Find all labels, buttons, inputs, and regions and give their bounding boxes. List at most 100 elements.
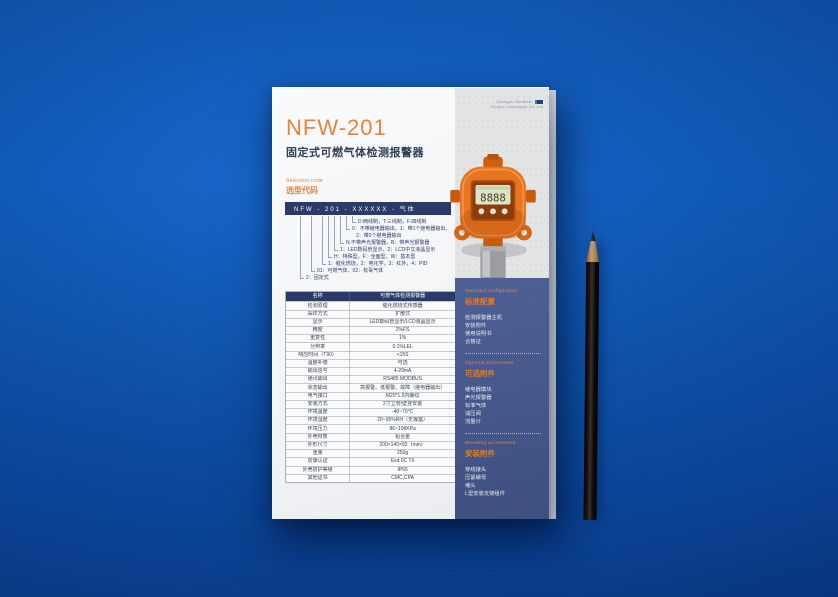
table-cell-label: 安装方式 xyxy=(286,400,351,409)
table-cell-value: Exd IIC T6 xyxy=(390,458,415,465)
sidebar-section-title-en: Standard configuration xyxy=(465,289,518,294)
table-cell-label: 通讯输出 xyxy=(286,376,351,384)
table-row: 其他证书 CMC,CPA xyxy=(286,473,455,482)
table-cell-value: 扩散式 xyxy=(395,310,411,317)
table-cell-label: 重量 xyxy=(286,450,351,458)
brand-logo-mark xyxy=(535,99,543,104)
table-cell-value: 86~106KPa xyxy=(389,425,416,432)
selection-option: N:不带声光报警器，B：带声光报警器 xyxy=(346,240,430,246)
table-cell-label: 外形尺寸 xyxy=(286,441,351,450)
pencil-wood-cone xyxy=(586,241,599,262)
selection-connector-line xyxy=(340,216,344,244)
table-cell-value: 高报警、低报警、故障（继电器输出） xyxy=(360,384,446,391)
table-row: 外壳材质 铝合金 xyxy=(286,432,455,441)
gas-detector-product-image: 8888 xyxy=(450,153,536,284)
pencil-lead-tip xyxy=(590,231,595,241)
sidebar-list-item: 合格证 xyxy=(465,339,481,345)
selection-option: 01：可燃气体，02：有毒气体 xyxy=(317,268,384,274)
brand-name-line1: Chengdu Southern xyxy=(496,99,533,104)
selection-connector-line xyxy=(322,216,326,265)
table-row: 外壳防护等级 IP65 xyxy=(286,465,455,474)
table-row: 显示 LED数码管显示/LCD液晶显示 xyxy=(286,317,455,327)
sidebar-list-item: 减压阀 xyxy=(465,411,481,417)
model-code-bar: NFW - 201 - XXXXXX - 气体 xyxy=(285,202,451,215)
selection-connector-line xyxy=(311,216,315,272)
datasheet-page: NFW-201 固定式可燃气体检测报警器 Selection code 选型代码… xyxy=(272,87,549,519)
sidebar-section-title-zh: 安装附件 xyxy=(465,449,495,458)
table-row: 安装方式 2寸立管/壁挂安装 xyxy=(286,399,455,409)
table-row: 重量 250g xyxy=(286,449,455,458)
table-row: 重复性 1% xyxy=(286,334,455,343)
table-row: 分辨率 0.1%LEL xyxy=(286,342,455,351)
table-cell-value: CMC,CPA xyxy=(391,474,414,481)
sidebar-list-item: 穿线接头 xyxy=(465,467,487,473)
table-cell-value: 0.1%LEL xyxy=(392,343,413,350)
table-cell-value: 4-20mA xyxy=(393,368,412,375)
table-row: 环境温度 -40~70℃ xyxy=(286,408,455,417)
selection-option: 0：不带继电器输出，1：带1个继电器输出， xyxy=(352,226,451,232)
page-title: NFW-201 xyxy=(286,115,387,140)
table-cell-value: <15S xyxy=(396,351,409,358)
selection-option: 1：催化燃烧，2：电化学，3：红外，4：PID xyxy=(328,261,428,267)
table-row: 环境湿度 20~95%RH（无凝露） xyxy=(286,416,455,425)
spec-table-header: 名称 可燃气体检测报警器 xyxy=(286,292,455,302)
spec-table: 名称 可燃气体检测报警器 检测原理 催化燃烧式传感器采样方式 扩散式显示 LED数码管… xyxy=(285,291,456,483)
brand-name-line2: Electric Instrument Co.,Ltd xyxy=(490,104,543,109)
table-cell-value: IP65 xyxy=(397,466,408,473)
table-row: 响应时间（T90） <15S xyxy=(286,350,455,359)
selection-connector-line xyxy=(346,216,350,230)
sidebar-dotted-divider xyxy=(465,433,541,434)
table-cell-value: 1% xyxy=(398,335,407,342)
sidebar-list-item: 使用说明书 xyxy=(465,331,492,337)
table-cell-label: 温度补偿 xyxy=(286,359,351,368)
sidebar-panel: Standard configuration 标准配置 检测报警器主机 安装附件 使用说… xyxy=(455,278,549,519)
table-cell-value: M20*1.5内螺纹 xyxy=(385,392,420,399)
table-cell-label: 显示 xyxy=(286,318,351,327)
sidebar-section-title-zh: 可选附件 xyxy=(465,369,495,378)
table-cell-label: 外壳防护等级 xyxy=(286,466,351,474)
table-cell-label: 输出信号 xyxy=(286,368,351,376)
table-cell-value: 2寸立管/壁挂安装 xyxy=(383,400,423,407)
selection-connector-line xyxy=(352,216,356,223)
table-row: 状态输出 高报警、低报警、故障（继电器输出） xyxy=(286,383,455,392)
spec-table-header-value: 可燃气体检测报警器 xyxy=(380,293,426,300)
sidebar-list-item: L型安装支架组件 xyxy=(465,491,506,497)
table-row: 防爆认证 Exd IIC T6 xyxy=(286,457,455,466)
sidebar-dotted-divider xyxy=(465,353,541,354)
selection-option: 2：固定式 xyxy=(306,275,329,281)
table-cell-label: 环境湿度 xyxy=(286,417,351,425)
table-cell-label: 检测原理 xyxy=(286,302,351,310)
selection-option: 1：LED数码管显示，2：LCD中文液晶显示 xyxy=(340,247,436,253)
table-cell-value: 催化燃烧式传感器 xyxy=(382,302,423,309)
table-row: 输出信号 4-20mA xyxy=(286,367,455,376)
table-cell-value: RS485 MODBUS xyxy=(383,376,422,383)
table-cell-value: 可选 xyxy=(397,359,408,366)
sidebar-list-item: 堵头 xyxy=(465,483,476,489)
right-column: Chengdu Southern Electric Instrument Co.… xyxy=(450,87,549,519)
table-cell-label: 防爆认证 xyxy=(286,458,351,466)
sidebar-section-title-en: Mounting accessories xyxy=(465,441,516,446)
selection-connector-line xyxy=(334,216,338,251)
table-cell-label: 采样方式 xyxy=(286,310,351,318)
spec-table-body: 检测原理 催化燃烧式传感器 采样方式 扩散式 显示 LED数码管显示/LCD液晶显示 精度 2… xyxy=(286,301,455,482)
selection-code-label-en: Selection code xyxy=(286,178,324,184)
selection-option: D:两线制，T:三线制，F:四线制 xyxy=(358,219,427,225)
sidebar-list-item: 流量计 xyxy=(465,419,481,425)
table-cell-value: 20~95%RH（无凝露） xyxy=(377,417,428,424)
sidebar-list-item: 标准气体 xyxy=(465,403,487,409)
sidebar-list-item: 声光报警器 xyxy=(465,395,492,401)
table-cell-value: 250g xyxy=(397,450,409,457)
selection-option: H：特殊型，F：全面型，W：基本型 xyxy=(334,254,416,260)
selection-code-label-zh: 选型代码 xyxy=(286,186,318,195)
table-cell-value: LED数码管显示/LCD液晶显示 xyxy=(369,318,436,325)
table-cell-label: 其他证书 xyxy=(286,474,351,482)
sidebar-list-item: 压紧螺母 xyxy=(465,475,487,481)
selection-option: 2：带2个继电器输出 xyxy=(356,233,402,239)
table-row: 精度 2%FS xyxy=(286,326,455,335)
table-cell-label: 分辨率 xyxy=(286,343,351,351)
table-cell-label: 环境压力 xyxy=(286,425,351,433)
table-cell-label: 环境温度 xyxy=(286,409,351,417)
table-cell-label: 精度 xyxy=(286,327,351,335)
sidebar-section-title-en: Optional accessories xyxy=(465,361,514,366)
sidebar-list-item: 继电器模块 xyxy=(465,387,492,393)
